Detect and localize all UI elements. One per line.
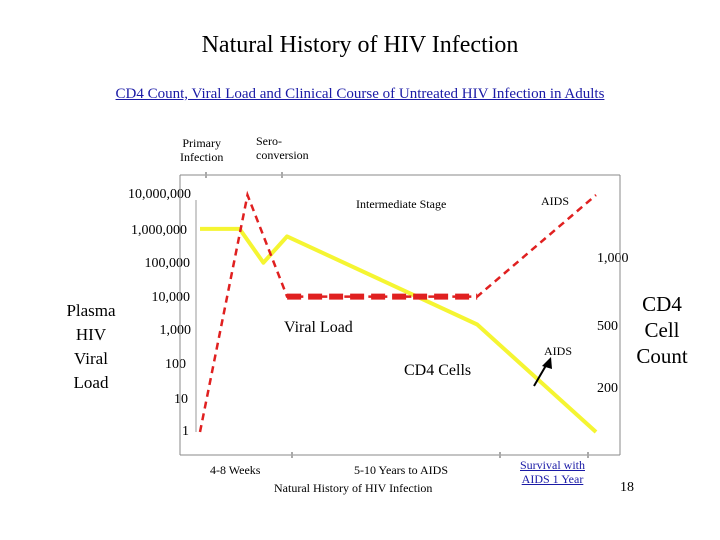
x-label-mid: 5-10 Years to AIDS xyxy=(354,463,449,477)
page-title: Natural History of HIV Infection xyxy=(201,32,519,58)
right-axis-label: CD4 Cell Count xyxy=(622,291,702,369)
left-tick-1000: 1,000 xyxy=(159,323,192,338)
intermediate-stage-annotation: Intermediate Stage xyxy=(356,197,447,211)
right-tick-200: 200 xyxy=(597,381,618,396)
left-axis-label-line-2: HIV xyxy=(75,325,107,344)
left-axis-label: Plasma HIV Viral Load xyxy=(56,299,126,395)
right-axis-label-line-1: CD4 xyxy=(642,292,682,316)
cd4-cells-series-label: CD4 Cells xyxy=(404,362,472,379)
seroconversion-line-1: Sero- xyxy=(256,134,282,148)
right-axis-label-line-2: Cell xyxy=(644,318,680,342)
primary-infection-line-1: Primary xyxy=(182,136,221,150)
right-tick-500: 500 xyxy=(597,319,618,334)
primary-infection-line-2: Infection xyxy=(180,150,224,164)
x-label-late-line-2: AIDS 1 Year xyxy=(521,472,584,486)
left-tick-10: 10 xyxy=(174,392,188,407)
left-axis-label-line-3: Viral xyxy=(74,349,108,368)
aids-stage-annotation: AIDS xyxy=(541,194,570,208)
left-tick-100: 100 xyxy=(165,357,186,372)
seroconversion-line-2: conversion xyxy=(256,148,309,162)
viral-load-series-label: Viral Load xyxy=(284,319,353,336)
x-label-early: 4-8 Weeks xyxy=(210,463,261,477)
aids-arrow-head xyxy=(542,357,552,369)
left-axis-label-line-1: Plasma xyxy=(66,301,116,320)
right-axis-label-line-3: Count xyxy=(636,344,688,368)
left-tick-1: 1 xyxy=(182,424,189,439)
primary-infection-annotation: Primary Infection xyxy=(180,136,223,164)
left-tick-100000: 100,000 xyxy=(144,256,191,271)
cd4-cells-line xyxy=(200,226,598,434)
x-label-late: Survival with AIDS 1 Year xyxy=(520,458,585,486)
viral-load-line xyxy=(198,190,597,433)
seroconversion-annotation: Sero- conversion xyxy=(256,134,309,162)
right-tick-1000: 1,000 xyxy=(597,251,629,266)
slide-number: 18 xyxy=(620,480,634,495)
x-label-mid-sub: Natural History of HIV Infection xyxy=(274,481,433,495)
x-label-late-line-1: Survival with xyxy=(520,458,585,472)
left-tick-1000000: 1,000,000 xyxy=(131,223,187,238)
aids-arrow-label: AIDS xyxy=(544,344,573,358)
left-tick-10000000: 10,000,000 xyxy=(128,187,191,202)
chart-subtitle: CD4 Count, Viral Load and Clinical Cours… xyxy=(115,86,605,102)
left-axis-label-line-4: Load xyxy=(73,373,109,392)
